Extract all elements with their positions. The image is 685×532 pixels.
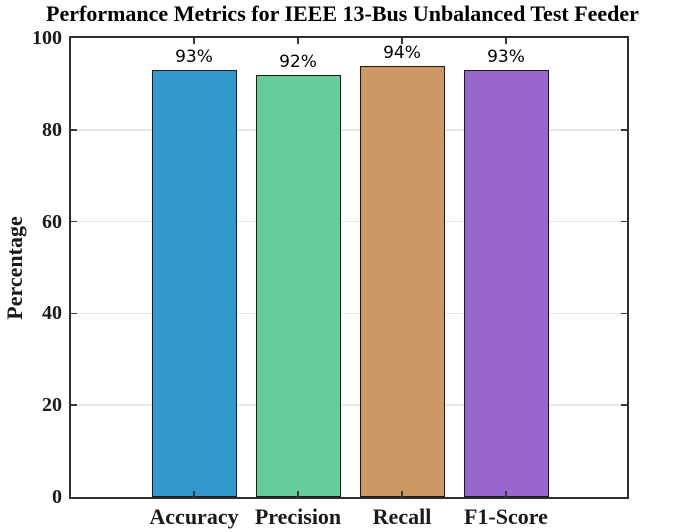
y-tick-label: 20	[42, 394, 62, 417]
bar-value-label: 93%	[175, 47, 213, 68]
x-tick-label-precision: Precision	[254, 504, 342, 529]
y-tick-label: 80	[42, 118, 62, 141]
x-tick-label-recall: Recall	[372, 504, 432, 529]
x-tick-label-accuracy: Accuracy	[149, 504, 239, 529]
x-tick-mark	[401, 491, 403, 497]
y-tick-label: 40	[42, 302, 62, 325]
x-tick-mark	[193, 38, 195, 44]
chart-title: Performance Metrics for IEEE 13-Bus Unba…	[46, 1, 639, 26]
y-tick-mark	[621, 312, 627, 315]
y-tick-mark	[71, 404, 77, 406]
y-tick-label: 100	[32, 27, 62, 49]
bar-precision	[255, 74, 341, 497]
bar-f1-score	[463, 70, 549, 497]
x-tick-mark	[193, 491, 195, 497]
y-tick-mark	[71, 312, 77, 315]
bar-value-label: 92%	[279, 51, 317, 72]
gridline	[71, 129, 627, 131]
x-tick-mark	[297, 491, 299, 497]
y-tick-mark	[71, 220, 77, 223]
gridline	[71, 404, 627, 406]
y-tick-label: 0	[52, 486, 62, 508]
x-tick-mark	[297, 38, 299, 44]
y-tick-label: 60	[42, 210, 62, 233]
x-tick-mark	[505, 38, 507, 44]
x-tick-label-f1-score: F1-Score	[464, 504, 548, 529]
x-tick-mark	[401, 38, 403, 44]
bar-value-label: 94%	[383, 42, 421, 63]
gridline	[71, 220, 627, 223]
bar-value-label: 93%	[487, 47, 525, 68]
y-tick-mark	[621, 129, 627, 131]
gridline	[71, 312, 627, 315]
y-tick-mark	[621, 220, 627, 223]
bar-accuracy	[151, 70, 237, 497]
bar-recall	[359, 65, 445, 497]
plot-area: 93% 92% 94% 93%	[69, 36, 629, 499]
y-tick-mark	[621, 404, 627, 406]
x-tick-mark	[505, 491, 507, 497]
y-tick-mark	[71, 129, 77, 131]
